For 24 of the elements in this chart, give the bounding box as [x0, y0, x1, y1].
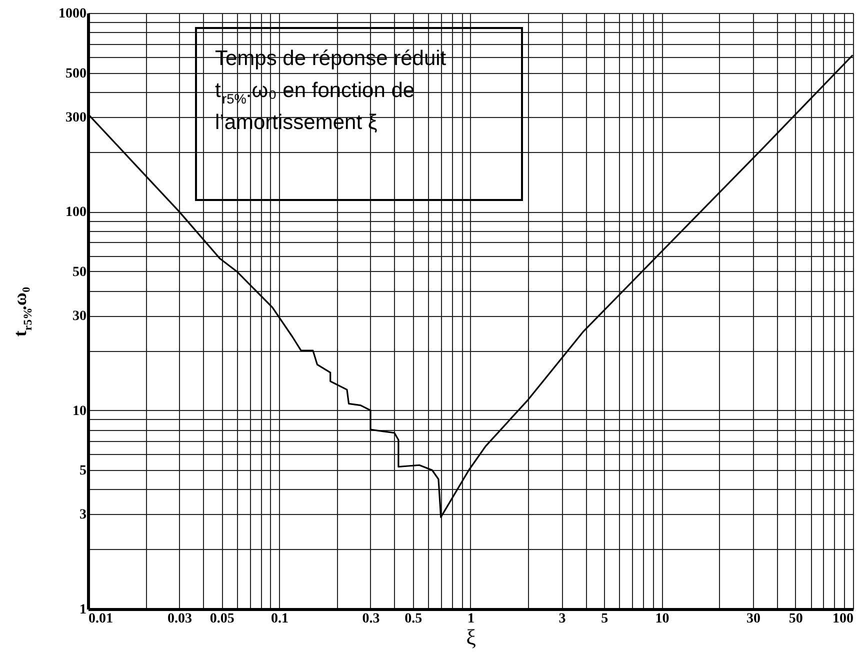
x-tick-label: 50 — [788, 612, 803, 626]
y-axis-title: tr5%.ω₀ — [10, 287, 34, 337]
y-tick-label: 10 — [72, 404, 86, 419]
y-tick-label: 3 — [80, 508, 86, 523]
x-tick-label: 0.01 — [88, 612, 113, 626]
x-tick-label: 0.1 — [271, 612, 288, 626]
x-tick-label: 1 — [468, 612, 474, 626]
x-tick-label: 30 — [746, 612, 760, 626]
y-tick-label: 300 — [66, 110, 86, 126]
x-tick-label: 100 — [832, 612, 854, 626]
x-tick-label: 0.03 — [168, 612, 192, 626]
x-axis-title: ξ — [466, 624, 476, 650]
y-tick-label: 100 — [66, 205, 86, 220]
x-tick-label: 3 — [558, 612, 566, 626]
x-tick-label: 0.3 — [362, 612, 380, 626]
y-tick-label: 1000 — [58, 6, 86, 22]
y-tick-label: 30 — [72, 309, 86, 324]
x-tick-label: 5 — [601, 612, 608, 626]
x-tick-label: 10 — [655, 612, 670, 626]
x-tick-label: 0.5 — [404, 612, 422, 626]
x-tick-label: 0.05 — [210, 612, 234, 626]
y-tick-label: 500 — [66, 66, 86, 82]
y-tick-label: 5 — [80, 464, 86, 479]
y-tick-label: 50 — [72, 264, 86, 280]
